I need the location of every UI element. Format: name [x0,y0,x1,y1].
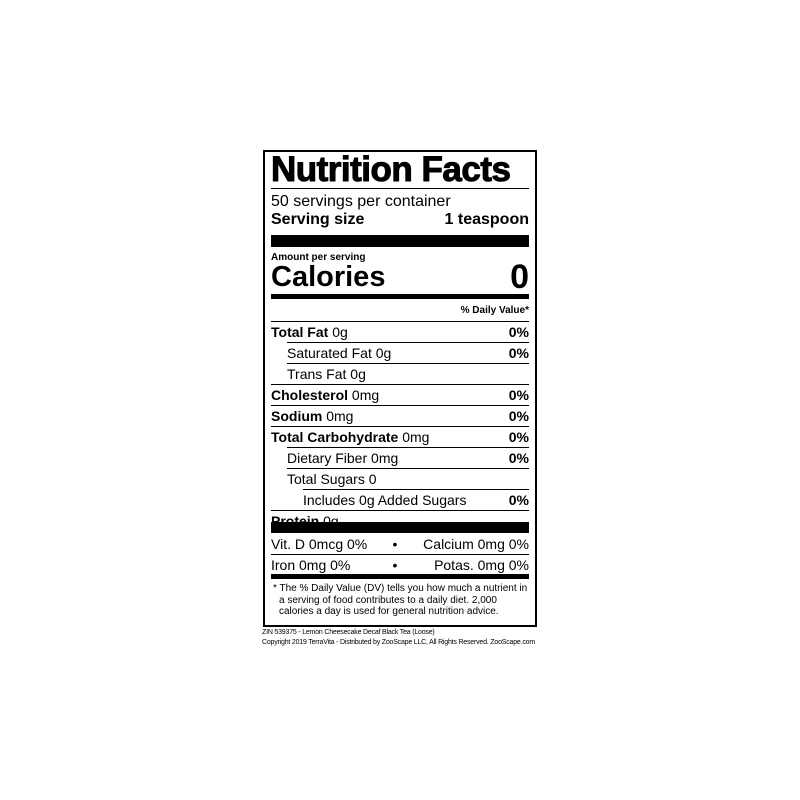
thick-divider [271,522,529,533]
nutrient-amount: 0 [368,471,377,487]
label-title: Nutrition Facts [271,150,512,190]
copyright-line: Copyright 2019 TerraVita - Distributed b… [262,639,535,646]
bullet: • [392,557,398,573]
nutrient-row: Saturated Fat 0g 0% [287,342,529,363]
nutrition-facts-label: Nutrition Facts 50 servings per containe… [263,150,537,627]
nutrient-label: Dietary Fiber 0mg [287,448,398,468]
nutrient-label: Includes 0g Added Sugars [303,490,466,510]
nutrient-amount: 0g [332,324,348,340]
nutrient-amount: 0mg [326,408,354,424]
nutrient-label: Sodium 0mg [271,406,353,426]
nutrient-name: Total Sugars [287,471,365,487]
vitamin-left: Vit. D 0mcg 0% [271,536,368,552]
amount-per-serving: Amount per serving [271,252,366,263]
vitamin-left: Iron 0mg 0% [271,557,351,573]
nutrient-name: Total Fat [271,324,329,340]
nutrient-name: Saturated Fat [287,345,372,361]
nutrient-dv: 0% [508,324,529,340]
nutrient-row: Total Carbohydrate 0mg 0% [271,426,529,447]
vitamin-row: Iron 0mg 0% • Potas. 0mg 0% [271,554,529,575]
nutrient-label: Total Sugars 0 [287,469,377,489]
nutrient-row: Total Sugars 0 [287,468,529,489]
product-line: ZIN 539375 - Lemon Cheesecake Decaf Blac… [262,629,435,636]
nutrient-name: Cholesterol [271,387,349,403]
vitamin-right: Calcium 0mg 0% [423,536,529,552]
nutrient-dv: 0% [508,492,529,508]
servings-per-container: 50 servings per container [271,193,451,210]
footnote: * The % Daily Value (DV) tells you how m… [273,583,528,617]
nutrient-dv: 0% [508,345,529,361]
nutrient-dv: 0% [508,450,529,466]
serving-size-value: 1 teaspoon [444,211,529,228]
nutrient-row: Sodium 0mg 0% [271,405,529,426]
nutrient-list: Total Fat 0g 0% Saturated Fat 0g 0% Trans Fa… [271,321,529,531]
nutrient-label: Total Carbohydrate 0mg [271,427,429,447]
serving-size-label: Serving size [271,211,365,228]
nutrient-row: Cholesterol 0mg 0% [271,384,529,405]
nutrient-label: Cholesterol 0mg [271,385,379,405]
nutrient-label: Trans Fat 0g [287,364,366,384]
calories-value: 0 [510,258,529,296]
medium-divider [271,574,529,579]
dv-header: % Daily Value* [460,305,529,316]
calories-label: Calories [271,261,386,293]
nutrient-name: Sodium [271,408,323,424]
vitamin-row: Vit. D 0mcg 0% • Calcium 0mg 0% [271,534,529,554]
divider [271,188,529,189]
thick-divider [271,235,529,247]
serving-size: Serving size 1 teaspoon [271,210,529,230]
nutrient-amount: 0g [375,345,392,361]
nutrient-dv: 0% [508,387,529,403]
nutrient-row: Total Fat 0g 0% [271,321,529,342]
vitamin-right: Potas. 0mg 0% [434,557,529,573]
nutrient-row: Includes 0g Added Sugars 0% [303,489,529,510]
nutrient-amount: 0mg [371,450,399,466]
vitamin-list: Vit. D 0mcg 0% • Calcium 0mg 0% Iron 0mg 0%… [271,534,529,575]
nutrient-amount: 0g [350,366,366,382]
nutrient-name: Trans Fat [287,366,347,382]
nutrient-name: Total Carbohydrate [271,429,399,445]
nutrient-row: Trans Fat 0g [287,363,529,384]
calories-row: Calories 0 [271,260,529,294]
nutrient-label: Saturated Fat 0g [287,343,391,363]
nutrient-name: Includes 0g Added Sugars [303,492,467,508]
medium-divider [271,294,529,299]
nutrient-dv: 0% [508,408,529,424]
nutrient-label: Total Fat 0g [271,322,348,342]
nutrient-name: Dietary Fiber [287,450,368,466]
nutrient-row: Dietary Fiber 0mg 0% [287,447,529,468]
nutrient-dv: 0% [508,429,529,445]
nutrient-amount: 0mg [351,387,380,403]
nutrient-amount: 0mg [402,429,430,445]
bullet: • [392,536,398,552]
